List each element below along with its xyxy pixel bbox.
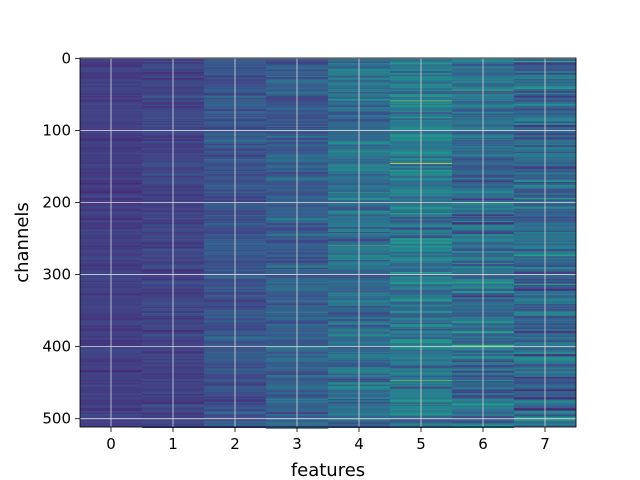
x-tick-label: 2 — [230, 435, 240, 453]
x-tick-label: 6 — [478, 435, 488, 453]
x-tick-label: 0 — [106, 435, 116, 453]
x-tick-label: 4 — [354, 435, 364, 453]
x-tick-label: 1 — [168, 435, 178, 453]
y-tick-label: 200 — [42, 194, 71, 212]
x-tick-label: 7 — [540, 435, 550, 453]
plot-frame — [79, 57, 577, 428]
heatmap-cells — [80, 58, 577, 429]
x-tick-label: 3 — [292, 435, 302, 453]
y-tick-label: 400 — [42, 338, 71, 356]
y-tick-label: 300 — [42, 266, 71, 284]
y-axis-ticks: 0 100 200 300 400 500 — [42, 49, 80, 428]
x-tick-label: 5 — [416, 435, 426, 453]
y-tick-label: 0 — [61, 49, 71, 67]
x-axis-ticks: 0 1 2 3 4 5 6 7 — [106, 427, 550, 453]
x-axis-label: features — [291, 460, 365, 480]
y-tick-label: 500 — [42, 410, 71, 428]
y-axis-label: channels — [12, 202, 33, 283]
y-tick-label: 100 — [42, 121, 71, 139]
